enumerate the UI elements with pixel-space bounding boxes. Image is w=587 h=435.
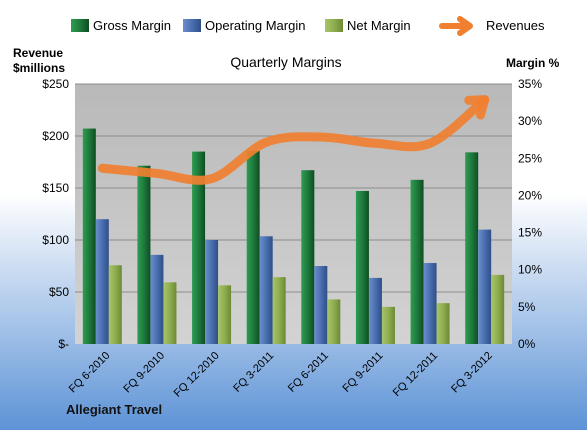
legend-label-revenues: Revenues: [486, 18, 545, 33]
operating-margin-bar: [478, 229, 492, 344]
left-tick-label: $50: [49, 285, 69, 299]
footer-company-name: Allegiant Travel: [66, 402, 162, 417]
legend-swatch-revenues: [439, 16, 473, 36]
left-tick-label: $200: [42, 129, 69, 143]
left-axis-title-line2: $millions: [13, 61, 65, 75]
legend-swatch-operating-margin: [183, 19, 201, 32]
net-margin-bar: [491, 274, 505, 344]
operating-margin-bar: [205, 240, 219, 344]
net-margin-bar: [327, 299, 341, 344]
operating-margin-bar: [259, 236, 273, 344]
right-tick-label: 5%: [518, 300, 536, 314]
legend-label-gross-margin: Gross Margin: [93, 18, 171, 33]
legend-label-net-margin: Net Margin: [347, 18, 411, 33]
gross-margin-bar: [355, 190, 369, 344]
right-tick-label: 30%: [518, 114, 542, 128]
right-tick-label: 10%: [518, 263, 542, 277]
right-tick-label: 35%: [518, 77, 542, 91]
revenue-line: [97, 95, 490, 185]
legend-label-operating-margin: Operating Margin: [205, 18, 305, 33]
gross-margin-bar: [301, 170, 315, 344]
right-tick-label: 25%: [518, 151, 542, 165]
legend: Gross Margin Operating Margin Net Margin…: [71, 16, 545, 36]
net-margin-bar: [218, 285, 232, 344]
left-axis-title-line1: Revenue: [13, 46, 63, 60]
left-tick-label: $150: [42, 181, 69, 195]
gross-margin-bar: [137, 165, 151, 344]
gross-margin-bar: [192, 151, 206, 344]
left-axis: $- $50 $100 $150 $200 $250: [42, 77, 69, 351]
right-axis-title: Margin %: [506, 56, 560, 70]
net-margin-bar: [163, 282, 177, 344]
operating-margin-bar: [314, 266, 328, 344]
legend-swatch-net-margin: [325, 19, 343, 32]
right-tick-label: 0%: [518, 337, 536, 351]
right-axis: 0% 5% 10% 15% 20% 25% 30% 35%: [518, 77, 542, 351]
operating-margin-bar: [423, 263, 437, 344]
right-tick-label: 20%: [518, 188, 542, 202]
left-tick-label: $100: [42, 233, 69, 247]
net-margin-bar: [436, 303, 450, 344]
right-tick-label: 15%: [518, 226, 542, 240]
legend-swatch-gross-margin: [71, 19, 89, 32]
revenue-line-group: [97, 95, 490, 185]
gross-margin-bar: [246, 150, 260, 344]
gross-margin-bar: [410, 179, 424, 344]
chart-title: Quarterly Margins: [230, 54, 341, 70]
gross-margin-bar: [465, 152, 479, 344]
operating-margin-bar: [368, 277, 382, 344]
net-margin-bar: [272, 277, 286, 344]
revenue-arrowhead: [464, 95, 490, 120]
bars-group: [82, 128, 505, 344]
operating-margin-bar: [150, 254, 164, 344]
net-margin-bar: [108, 265, 122, 344]
gross-margin-bar: [82, 128, 96, 344]
operating-margin-bar: [95, 219, 109, 344]
net-margin-bar: [381, 306, 395, 344]
left-tick-label: $250: [42, 77, 69, 91]
left-tick-label: $-: [58, 337, 69, 351]
